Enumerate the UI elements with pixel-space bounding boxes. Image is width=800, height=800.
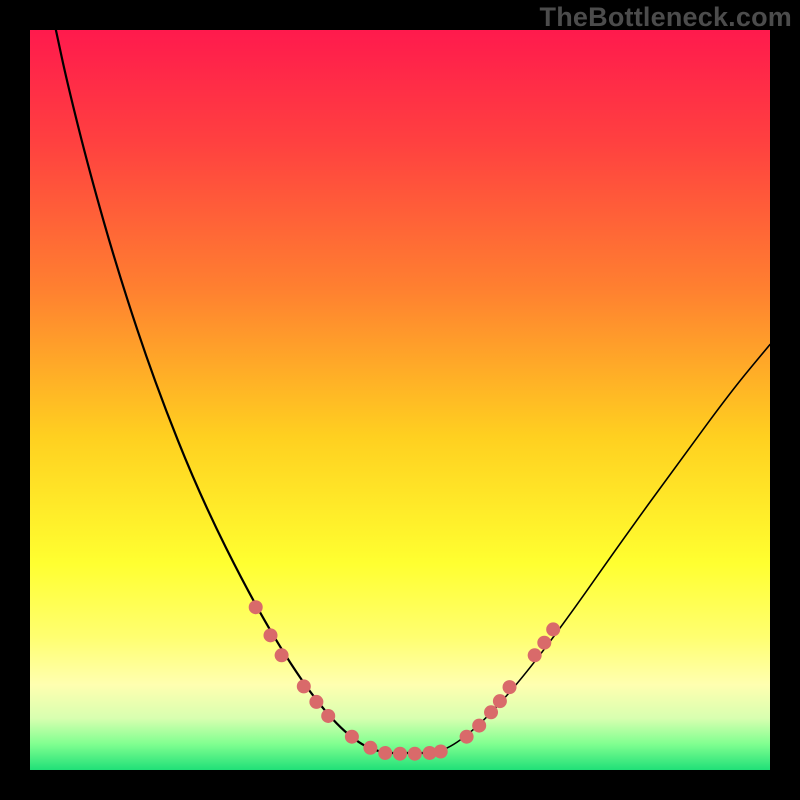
marker-point <box>408 747 422 761</box>
gradient-background <box>30 30 770 770</box>
marker-point <box>249 600 263 614</box>
marker-point <box>264 628 278 642</box>
marker-point <box>309 695 323 709</box>
watermark-text: TheBottleneck.com <box>540 2 792 33</box>
marker-point <box>528 648 542 662</box>
marker-point <box>460 730 474 744</box>
marker-point <box>321 709 335 723</box>
marker-point <box>537 636 551 650</box>
marker-point <box>493 694 507 708</box>
marker-point <box>503 680 517 694</box>
marker-point <box>393 747 407 761</box>
marker-point <box>472 719 486 733</box>
chart-plot <box>30 30 770 770</box>
marker-point <box>546 622 560 636</box>
marker-point <box>434 745 448 759</box>
marker-point <box>275 648 289 662</box>
marker-point <box>378 746 392 760</box>
marker-point <box>345 730 359 744</box>
marker-point <box>484 705 498 719</box>
marker-point <box>297 679 311 693</box>
marker-point <box>363 741 377 755</box>
